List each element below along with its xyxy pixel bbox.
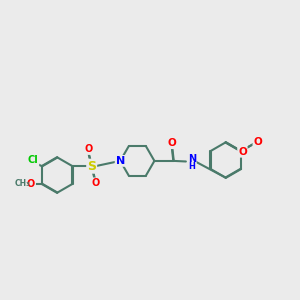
Text: N: N (188, 154, 196, 164)
Text: O: O (254, 137, 262, 147)
Text: N: N (116, 156, 125, 166)
Text: O: O (167, 138, 176, 148)
Text: Cl: Cl (28, 155, 38, 165)
Text: H: H (188, 162, 195, 171)
Text: O: O (27, 179, 35, 189)
Text: O: O (91, 178, 99, 188)
Text: S: S (87, 160, 96, 173)
Text: O: O (238, 147, 247, 157)
Text: O: O (84, 144, 92, 154)
Text: CH₃: CH₃ (14, 179, 30, 188)
